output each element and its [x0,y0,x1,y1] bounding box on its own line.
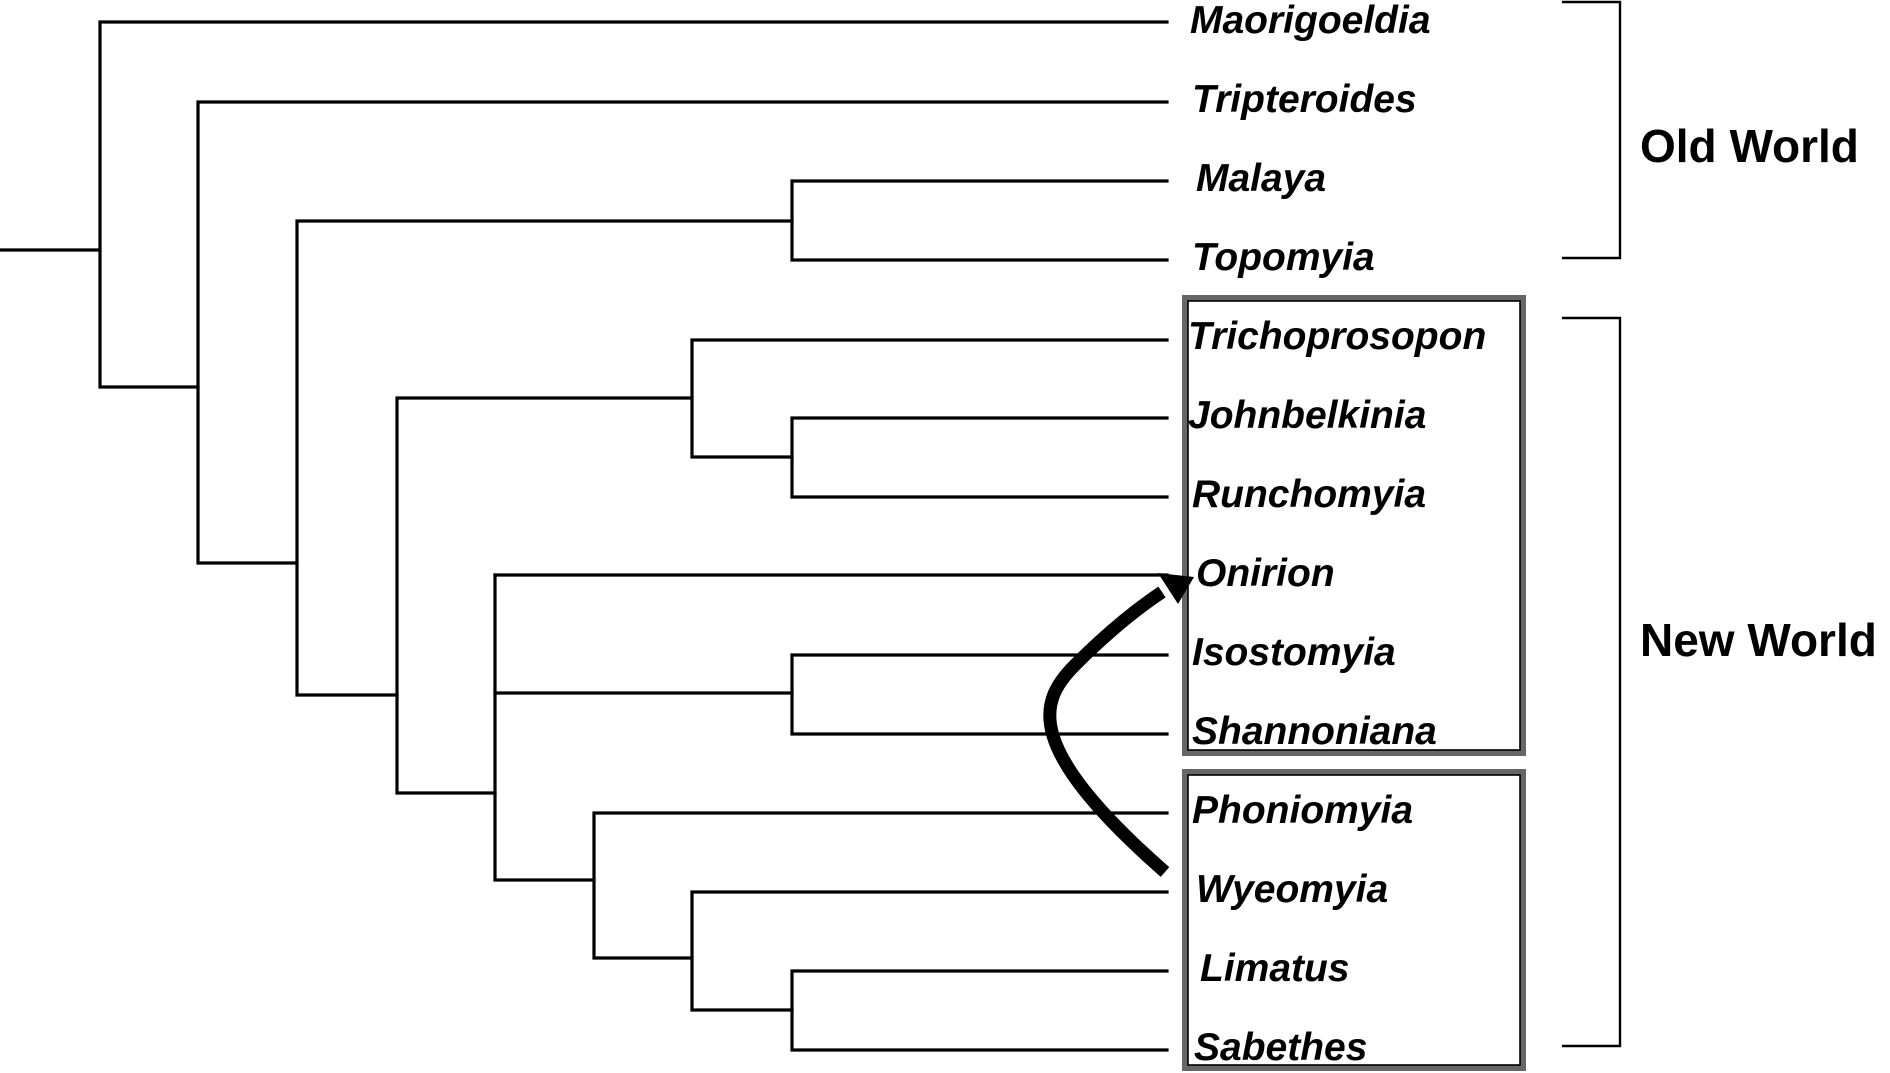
upper-new-world-box-inner [1187,300,1521,751]
new-world-label: New World [1640,614,1877,666]
taxon-label: Limatus [1200,947,1350,990]
node-onirion-wyeomyia-split [493,573,596,882]
taxon-label: Phoniomyia [1192,789,1413,832]
dispersal-arrow [1043,573,1194,877]
node-isostomyia-shannoniana [790,653,1169,736]
arrow-head-icon [1158,573,1194,604]
taxon-label: Johnbelkinia [1188,394,1426,437]
node-limatus-sabethes [790,969,1169,1052]
taxon-label: Trichoprosopon [1188,315,1486,358]
old-world-label: Old World [1640,120,1859,172]
node-phoniomyia [592,811,1169,960]
lower-new-world-box [1182,769,1526,1071]
taxon-label: Runchomyia [1192,473,1426,516]
taxon-label: Shannoniana [1192,710,1437,753]
taxon-label: Sabethes [1194,1026,1367,1069]
arrow-shaft [1043,586,1170,877]
node-trichoprosopon [690,338,1169,459]
taxon-label: Topomyia [1192,236,1375,279]
new-world-bracket [1562,316,1622,1048]
taxon-labels: Maorigoeldia Tripteroides Malaya Topomyi… [1188,0,1486,1069]
lower-new-world-box-inner [1187,774,1521,1066]
node-malaya-topomyia [790,179,1169,262]
taxon-label: Tripteroides [1192,78,1417,121]
old-world-bracket [1562,0,1622,260]
node-wyeomyia [690,890,1169,1012]
node-root-split [98,20,1169,389]
node-old-new-split [295,219,794,697]
upper-new-world-box [1182,295,1526,756]
taxon-label: Isostomyia [1192,631,1396,674]
region-brackets: Old World New World [1562,0,1877,1048]
taxon-label: Onirion [1196,552,1335,595]
node-new-world-split [395,396,694,795]
node-johnbelkinia-runchomyia [790,416,1169,499]
node-tripteroides-split [196,100,1169,565]
taxon-label: Malaya [1196,157,1326,200]
taxon-label: Maorigoeldia [1190,0,1431,42]
tree-branches [0,20,1169,1052]
taxon-group-boxes [1182,295,1526,1071]
taxon-label: Wyeomyia [1196,868,1388,911]
node-onirion-polytomy [493,573,1169,695]
